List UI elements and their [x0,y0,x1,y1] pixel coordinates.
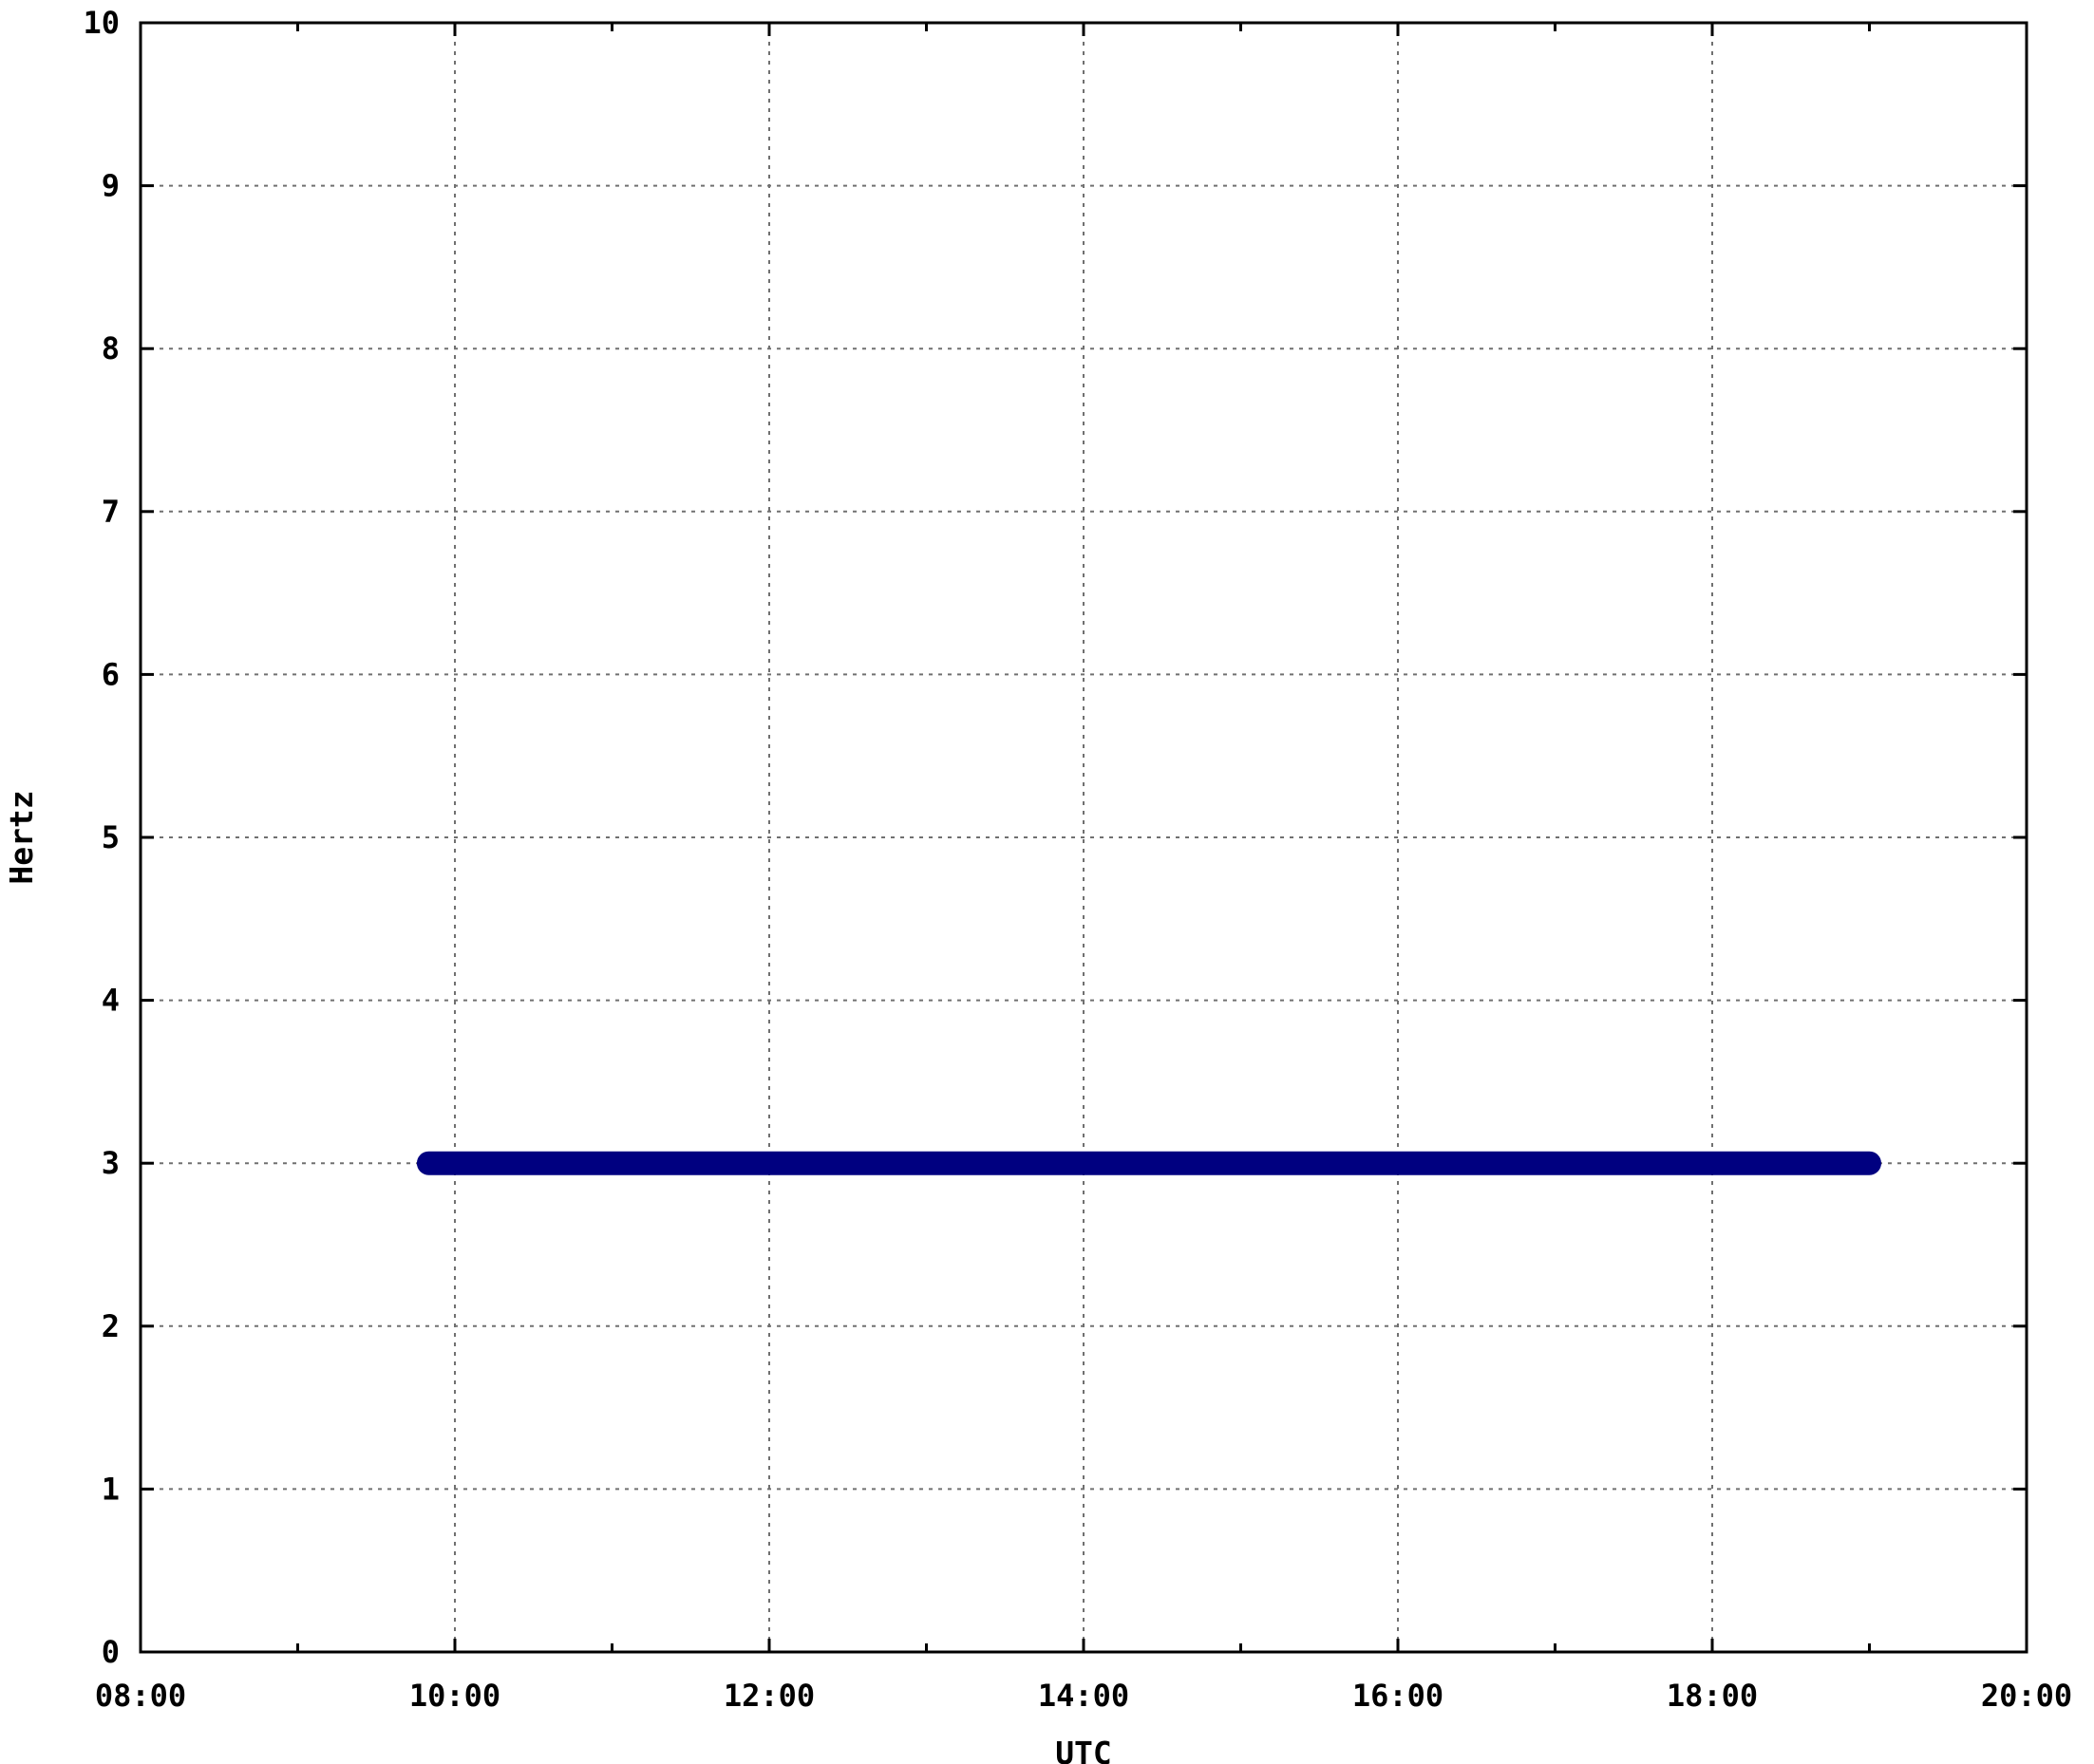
y-tick-label: 2 [102,1308,120,1344]
x-tick-label: 14:00 [1038,1678,1129,1714]
y-tick-label: 8 [102,330,120,366]
y-tick-labels: 0 1 2 3 4 5 6 7 8 9 10 [83,5,120,1670]
y-tick-label: 0 [102,1634,120,1670]
y-tick-label: 6 [102,656,120,692]
x-tick-label: 18:00 [1667,1678,1758,1714]
y-tick-label: 3 [102,1145,120,1181]
y-tick-label: 1 [102,1471,120,1507]
x-tick-label: 16:00 [1352,1678,1443,1714]
x-tick-label: 20:00 [1981,1678,2072,1714]
x-tick-label: 10:00 [409,1678,500,1714]
x-axis-label: UTC [1055,1735,1112,1764]
x-tick-label: 12:00 [724,1678,815,1714]
y-tick-label: 10 [83,5,120,41]
x-tick-label: 08:00 [95,1678,186,1714]
plot-frame [139,21,2028,1654]
y-tick-label: 4 [102,983,120,1019]
y-tick-label: 5 [102,819,120,855]
y-axis-label: Hertz [3,790,40,884]
x-tick-labels: 08:00 10:00 12:00 14:00 16:00 18:00 20:00 [95,1678,2072,1714]
y-tick-label: 9 [102,168,120,204]
y-tick-label: 7 [102,494,120,530]
